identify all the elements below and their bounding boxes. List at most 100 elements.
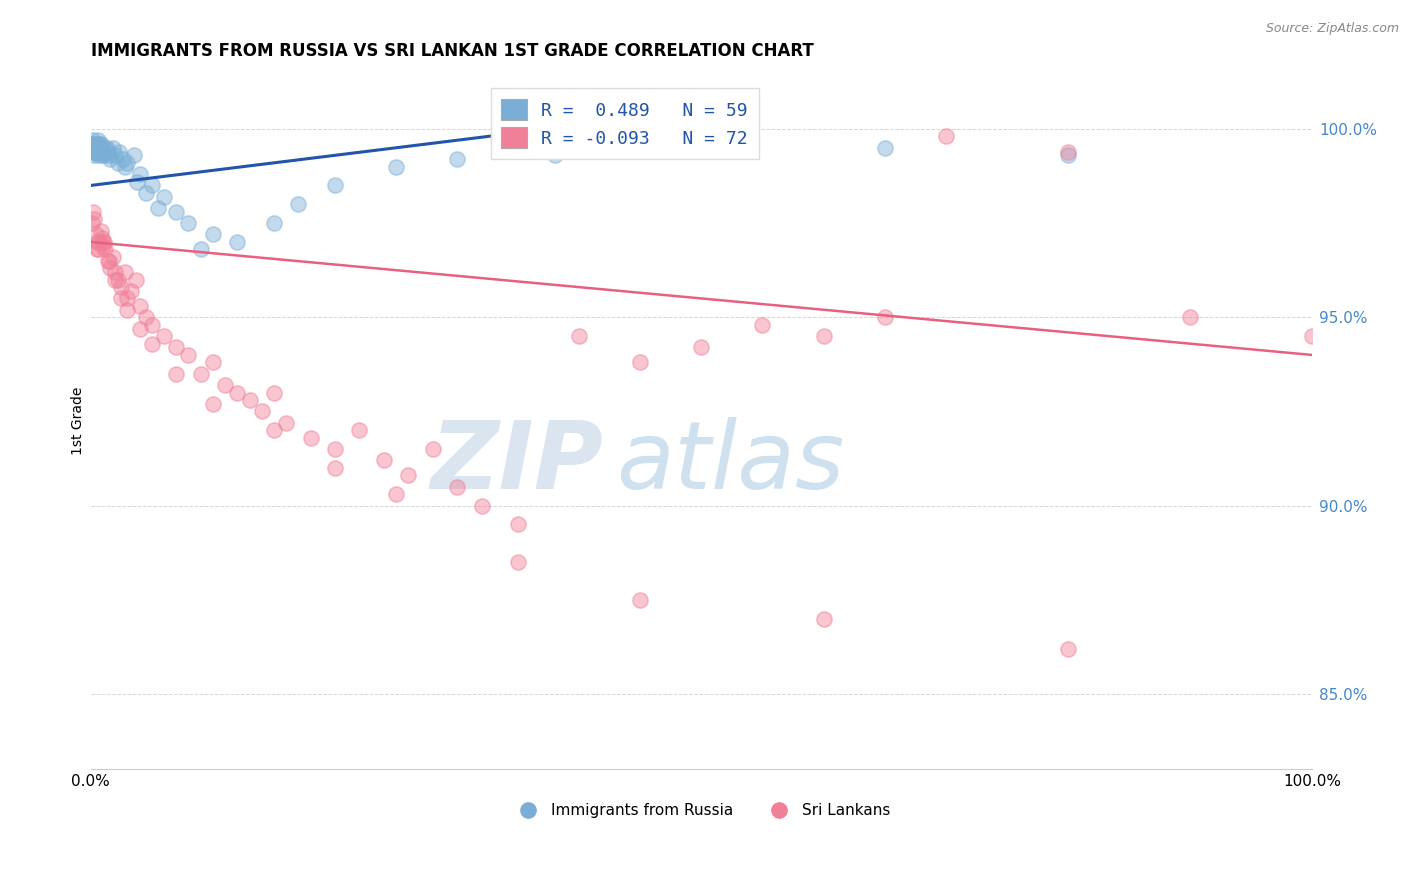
- Point: [90, 136, 112, 151]
- Point: [141, 318, 163, 332]
- Point: [86, 133, 108, 147]
- Point: [446, 480, 468, 494]
- Point: [141, 336, 163, 351]
- Point: [83, 145, 105, 159]
- Point: [89, 235, 111, 249]
- Point: [97, 253, 120, 268]
- Point: [98, 152, 121, 166]
- Point: [813, 329, 835, 343]
- Point: [89, 141, 111, 155]
- Point: [263, 385, 285, 400]
- Point: [108, 145, 131, 159]
- Point: [201, 397, 224, 411]
- Point: [165, 204, 187, 219]
- Point: [87, 136, 110, 151]
- Point: [128, 321, 150, 335]
- Point: [250, 404, 273, 418]
- Point: [83, 212, 105, 227]
- Point: [110, 280, 132, 294]
- Point: [628, 355, 651, 369]
- Point: [83, 136, 105, 151]
- Point: [93, 235, 115, 249]
- Point: [93, 145, 115, 159]
- Point: [422, 442, 444, 456]
- Point: [117, 156, 139, 170]
- Point: [91, 145, 114, 159]
- Point: [84, 136, 107, 151]
- Point: [125, 272, 148, 286]
- Point: [107, 272, 129, 286]
- Point: [201, 227, 224, 242]
- Point: [935, 129, 957, 144]
- Point: [87, 148, 110, 162]
- Point: [117, 302, 139, 317]
- Point: [84, 145, 107, 159]
- Point: [90, 224, 112, 238]
- Point: [107, 156, 129, 170]
- Point: [84, 141, 107, 155]
- Point: [177, 216, 200, 230]
- Point: [873, 310, 896, 325]
- Point: [141, 178, 163, 193]
- Legend: Immigrants from Russia, Sri Lankans: Immigrants from Russia, Sri Lankans: [506, 797, 896, 824]
- Point: [287, 197, 309, 211]
- Point: [93, 148, 115, 162]
- Point: [299, 431, 322, 445]
- Point: [276, 416, 298, 430]
- Point: [90, 148, 112, 162]
- Point: [101, 141, 124, 155]
- Point: [813, 612, 835, 626]
- Point: [117, 292, 139, 306]
- Point: [373, 453, 395, 467]
- Point: [135, 310, 157, 325]
- Point: [568, 329, 591, 343]
- Point: [98, 148, 121, 162]
- Point: [446, 152, 468, 166]
- Point: [94, 141, 117, 155]
- Point: [1056, 641, 1078, 656]
- Point: [385, 160, 408, 174]
- Point: [91, 238, 114, 252]
- Point: [263, 423, 285, 437]
- Point: [396, 468, 419, 483]
- Point: [1301, 329, 1323, 343]
- Point: [127, 175, 149, 189]
- Point: [508, 555, 530, 569]
- Point: [86, 141, 108, 155]
- Point: [471, 499, 494, 513]
- Point: [110, 292, 132, 306]
- Point: [80, 216, 103, 230]
- Point: [146, 201, 169, 215]
- Point: [114, 265, 136, 279]
- Point: [104, 265, 127, 279]
- Point: [82, 141, 104, 155]
- Point: [128, 167, 150, 181]
- Point: [508, 517, 530, 532]
- Point: [89, 145, 111, 159]
- Point: [97, 145, 120, 159]
- Point: [226, 385, 249, 400]
- Point: [1056, 145, 1078, 159]
- Point: [82, 204, 104, 219]
- Point: [1056, 148, 1078, 162]
- Point: [89, 141, 111, 155]
- Point: [190, 367, 212, 381]
- Point: [135, 186, 157, 200]
- Point: [114, 160, 136, 174]
- Y-axis label: 1st Grade: 1st Grade: [72, 386, 86, 455]
- Point: [87, 136, 110, 151]
- Point: [98, 261, 121, 276]
- Point: [86, 243, 108, 257]
- Point: [323, 461, 346, 475]
- Point: [349, 423, 371, 437]
- Point: [751, 318, 773, 332]
- Point: [214, 378, 236, 392]
- Point: [226, 235, 249, 249]
- Point: [98, 253, 121, 268]
- Point: [91, 235, 114, 249]
- Point: [238, 393, 260, 408]
- Text: ZIP: ZIP: [430, 417, 603, 508]
- Text: IMMIGRANTS FROM RUSSIA VS SRI LANKAN 1ST GRADE CORRELATION CHART: IMMIGRANTS FROM RUSSIA VS SRI LANKAN 1ST…: [91, 42, 814, 60]
- Text: atlas: atlas: [616, 417, 844, 508]
- Point: [153, 190, 176, 204]
